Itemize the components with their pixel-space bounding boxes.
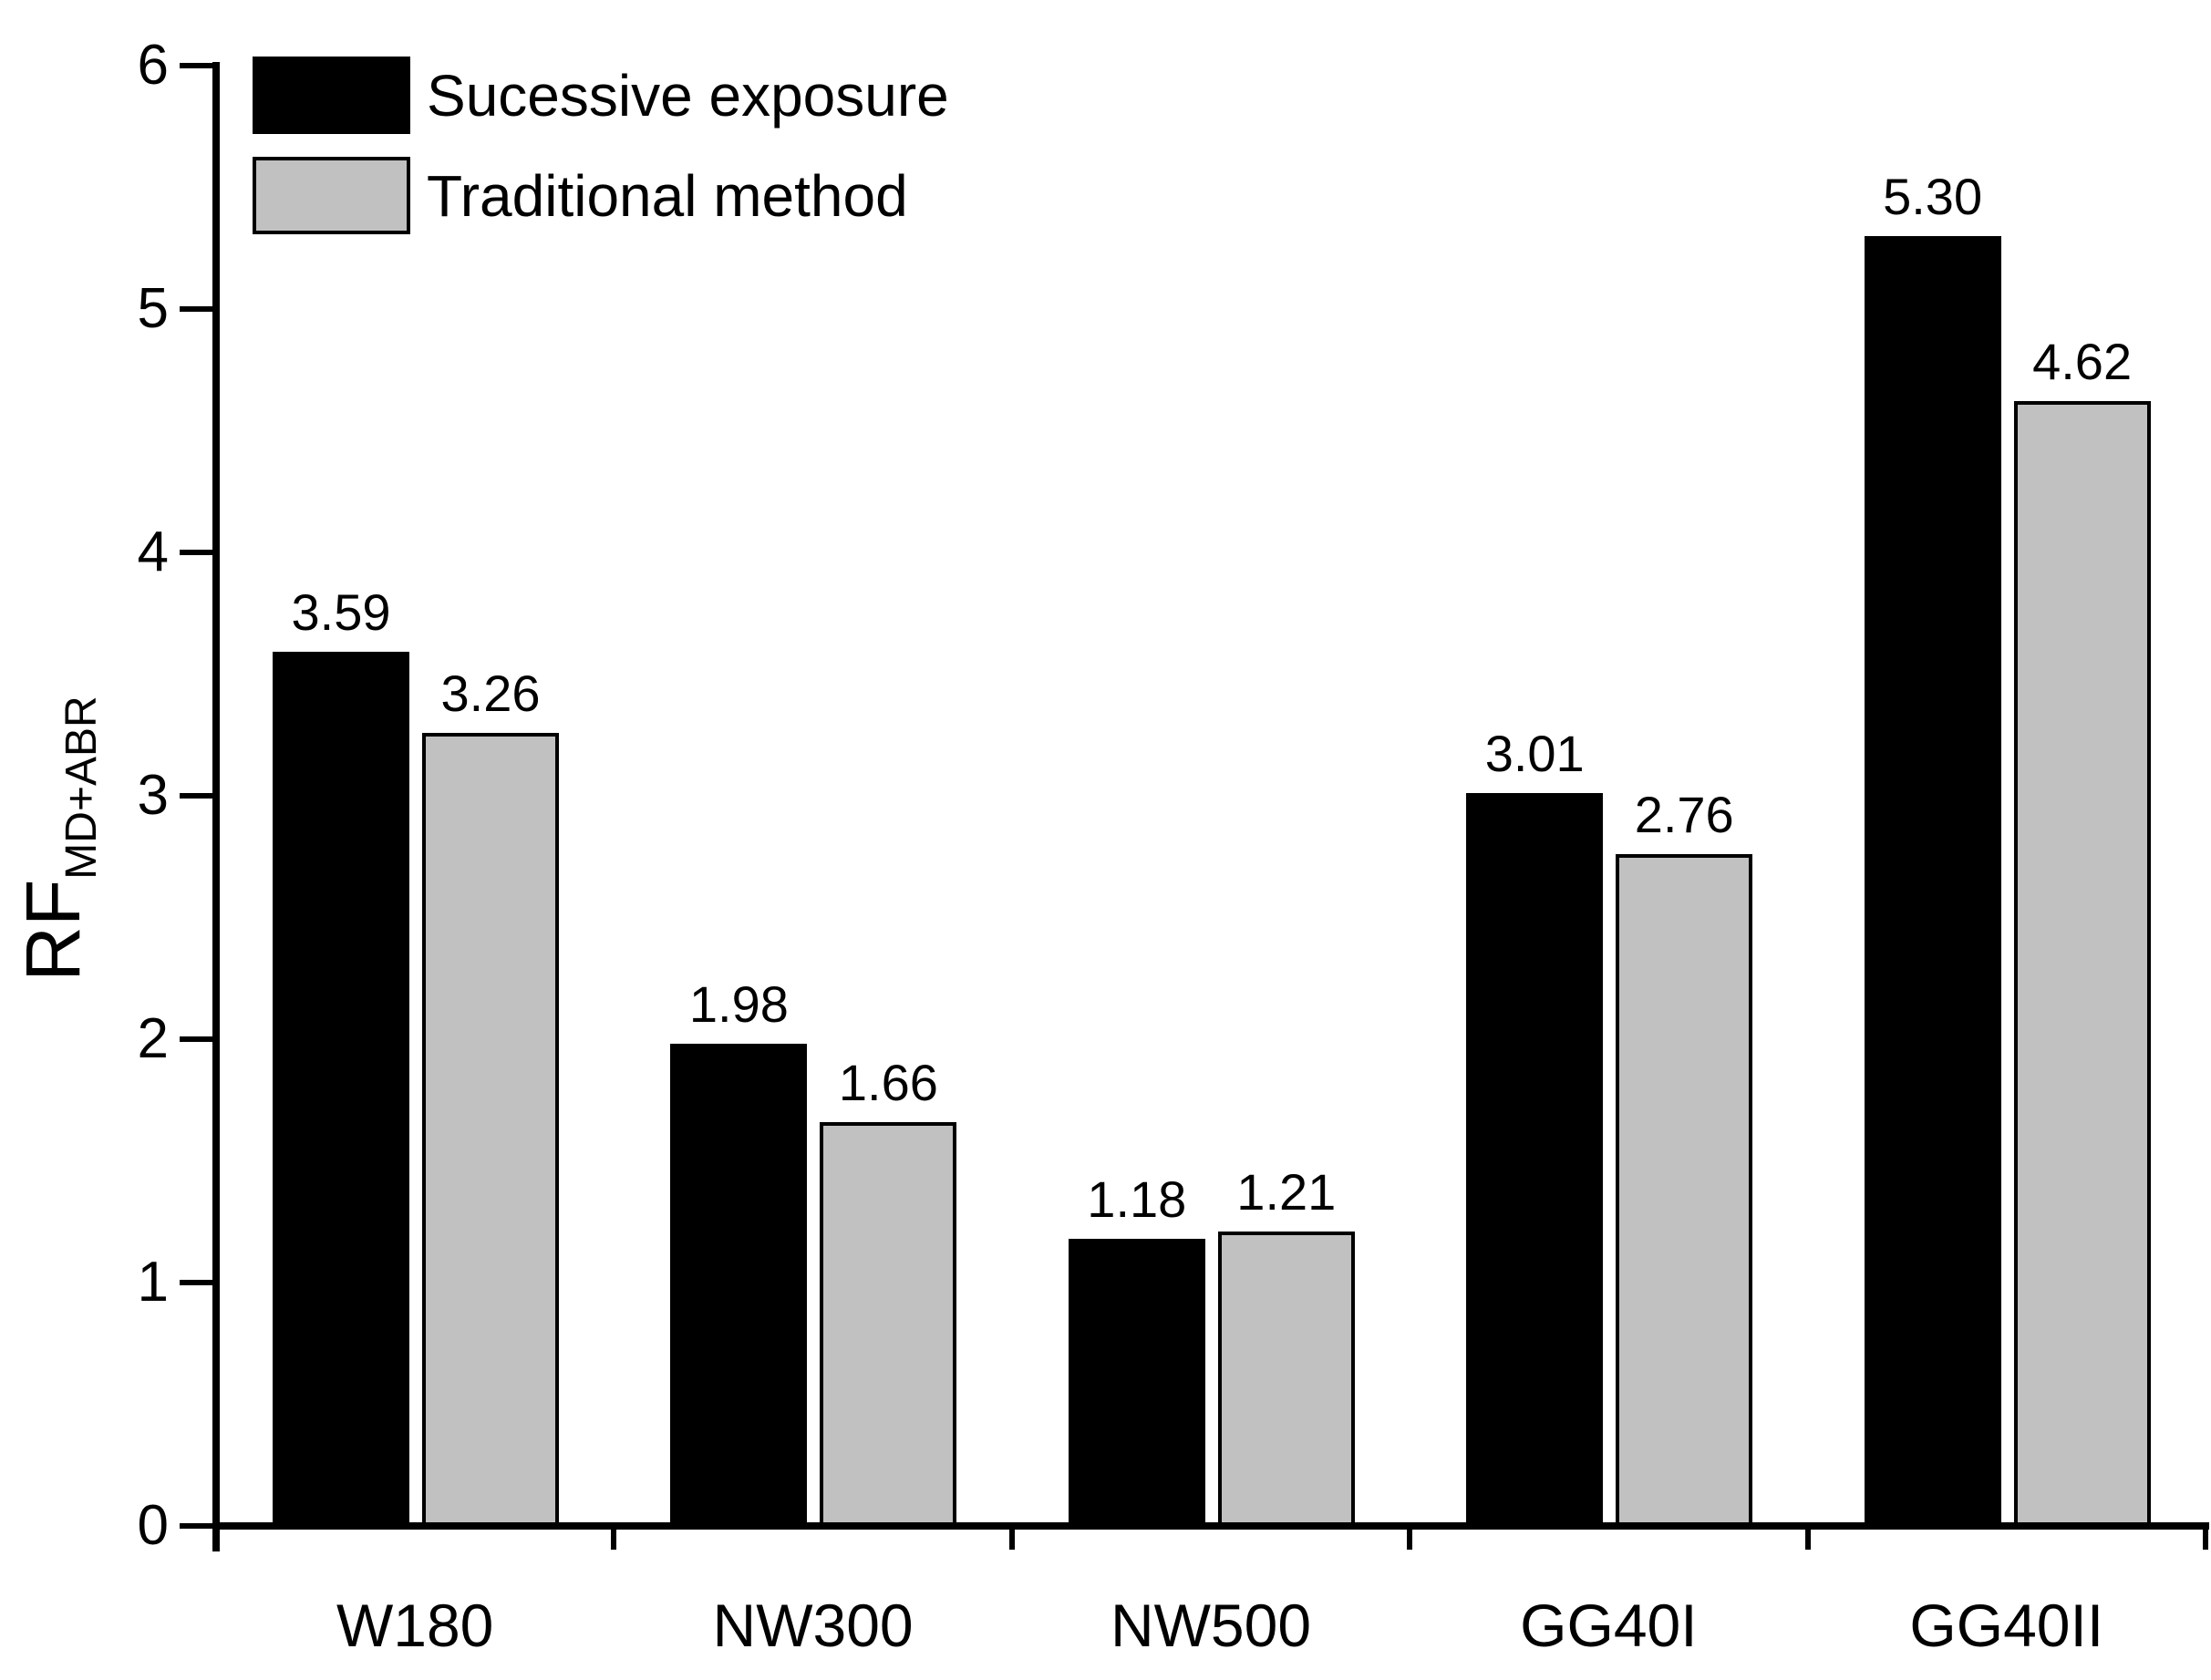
bar-successive-NW500 [1068,1238,1205,1526]
x-axis-tick [1008,1528,1015,1550]
y-axis-tick [180,63,212,68]
y-axis-tick [180,793,212,799]
bar-successive-NW300 [670,1044,808,1526]
bar-value-label: 1.18 [1087,1170,1187,1228]
y-axis-title-main: RF [10,879,96,982]
x-axis-line [212,1522,2209,1530]
y-axis-tick [180,1280,212,1285]
y-axis-line [212,62,220,1551]
x-axis-tick [611,1528,617,1550]
bar-value-label: 5.30 [1883,167,1983,225]
x-axis-tick [1407,1528,1413,1550]
bar-traditional-NW500 [1217,1231,1355,1526]
bar-value-label: 2.76 [1634,786,1734,844]
y-axis-tick-label: 3 [137,764,169,827]
bar-successive-W180 [273,652,409,1526]
bar-traditional-GG40II [2013,401,2151,1526]
x-axis-tick [1804,1528,1811,1550]
y-axis-tick [180,1036,212,1042]
y-axis-tick [180,306,212,312]
y-axis-title: RFMD+ABR [0,474,108,1203]
y-axis-tick-label: 6 [137,34,169,97]
x-category-label-GG40II: GG40II [1909,1592,2104,1659]
y-axis-tick [180,1523,212,1529]
x-category-label-GG40I: GG40I [1520,1592,1698,1659]
legend-swatch-gray [253,157,410,234]
x-category-label-NW500: NW500 [1110,1592,1312,1659]
x-axis-tick [2203,1528,2208,1550]
y-axis-tick-label: 0 [137,1494,169,1557]
y-axis-tick-label: 4 [137,520,169,583]
legend-swatch-black [253,57,410,134]
bar-traditional-NW300 [820,1121,957,1526]
x-category-label-W180: W180 [336,1592,494,1659]
bar-value-label: 4.62 [2032,333,2133,391]
bar-traditional-GG40I [1616,854,1753,1526]
y-axis-tick [180,550,212,555]
bar-traditional-W180 [422,732,559,1526]
bar-value-label: 1.21 [1236,1162,1337,1221]
y-axis-tick-label: 2 [137,1007,169,1070]
y-axis-tick-label: 5 [137,277,169,340]
bar-value-label: 1.66 [838,1053,938,1111]
legend-label: Sucessive exposure [427,62,949,129]
bar-successive-GG40I [1466,793,1604,1526]
bar-successive-GG40II [1864,235,2001,1526]
legend-item: Sucessive exposure [253,57,949,134]
bar-value-label: 3.01 [1484,725,1585,783]
bar-value-label: 3.26 [440,664,541,722]
x-category-label-NW300: NW300 [712,1592,914,1659]
legend: Sucessive exposure Traditional method [253,57,949,234]
bar-value-label: 3.59 [291,583,391,642]
legend-label: Traditional method [427,162,908,229]
bar-value-label: 1.98 [688,975,789,1034]
y-axis-tick-label: 1 [137,1251,169,1314]
legend-item: Traditional method [253,157,949,234]
